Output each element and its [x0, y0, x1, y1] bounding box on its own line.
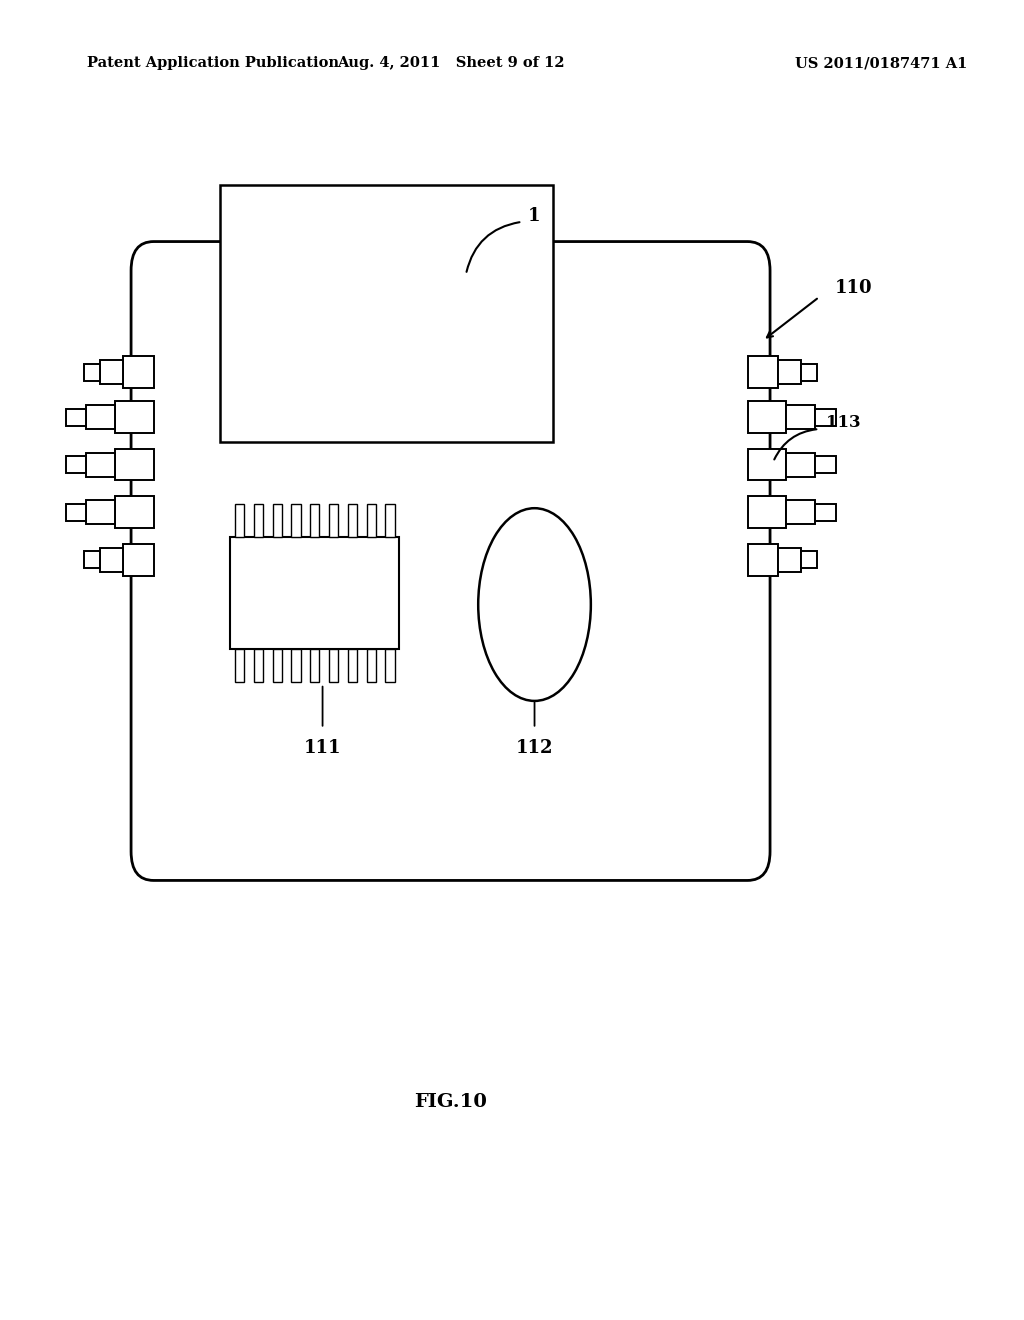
Bar	[100, 360, 123, 384]
Bar	[778, 548, 801, 572]
Bar	[292, 649, 301, 682]
Bar	[86, 500, 115, 524]
Bar	[100, 548, 123, 572]
Bar	[348, 649, 357, 682]
Bar	[786, 453, 815, 477]
Bar	[385, 649, 394, 682]
Text: FIG.10: FIG.10	[414, 1093, 487, 1111]
Bar	[778, 360, 801, 384]
Bar	[329, 504, 338, 537]
Bar	[367, 504, 376, 537]
Bar	[123, 544, 154, 576]
Bar	[292, 504, 301, 537]
Bar	[115, 401, 154, 433]
Bar	[786, 405, 815, 429]
Bar	[272, 504, 282, 537]
Bar	[220, 185, 553, 442]
Bar	[329, 649, 338, 682]
Bar	[123, 356, 154, 388]
Bar	[236, 504, 245, 537]
Bar	[748, 401, 786, 433]
Bar	[84, 363, 100, 380]
Bar	[115, 496, 154, 528]
Text: 111: 111	[304, 739, 341, 758]
Text: 113: 113	[826, 414, 861, 430]
Text: 110: 110	[835, 279, 872, 297]
Ellipse shape	[478, 508, 591, 701]
Bar	[385, 504, 394, 537]
Bar	[86, 405, 115, 429]
Text: US 2011/0187471 A1: US 2011/0187471 A1	[796, 57, 968, 70]
Bar	[815, 408, 836, 425]
Bar	[815, 455, 836, 473]
Bar	[801, 363, 817, 380]
Bar	[115, 449, 154, 480]
Text: 112: 112	[516, 739, 553, 758]
Bar	[310, 504, 319, 537]
Bar	[801, 552, 817, 568]
Bar	[66, 455, 86, 473]
Bar	[348, 504, 357, 537]
Bar	[748, 356, 778, 388]
Bar	[230, 537, 399, 649]
Bar	[748, 544, 778, 576]
Bar	[748, 449, 786, 480]
Bar	[66, 503, 86, 520]
Bar	[310, 649, 319, 682]
Text: Patent Application Publication: Patent Application Publication	[87, 57, 339, 70]
Bar	[84, 552, 100, 568]
Bar	[786, 500, 815, 524]
Bar	[272, 649, 282, 682]
Bar	[86, 453, 115, 477]
Bar	[66, 408, 86, 425]
Bar	[748, 496, 786, 528]
Text: Aug. 4, 2011   Sheet 9 of 12: Aug. 4, 2011 Sheet 9 of 12	[337, 57, 564, 70]
Bar	[254, 504, 263, 537]
Bar	[815, 503, 836, 520]
Text: 1: 1	[527, 207, 540, 226]
Bar	[367, 649, 376, 682]
FancyBboxPatch shape	[131, 242, 770, 880]
Bar	[236, 649, 245, 682]
Bar	[254, 649, 263, 682]
